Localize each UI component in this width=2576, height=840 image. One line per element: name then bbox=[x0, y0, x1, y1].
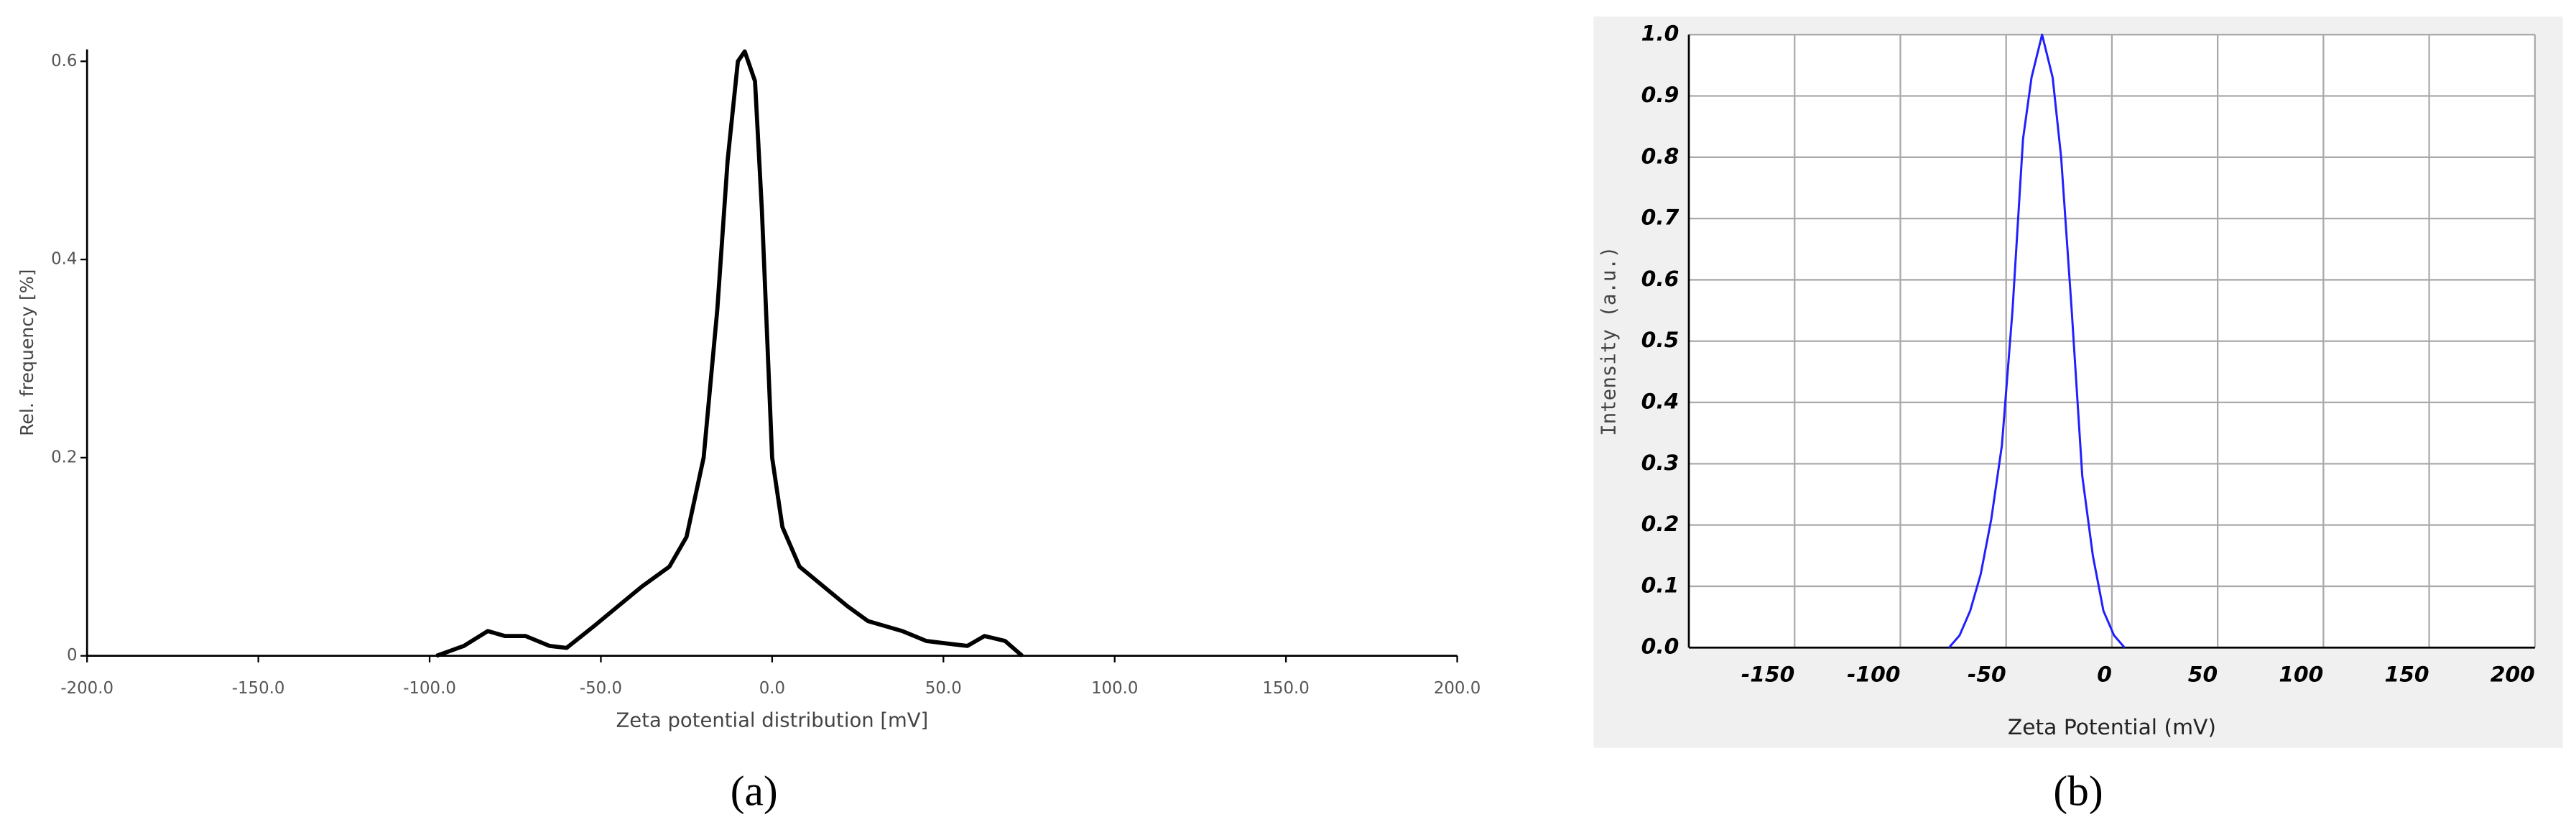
x-tick-label: 50 bbox=[2188, 663, 2218, 688]
x-axis-label: Zeta Potential (mV) bbox=[2008, 715, 2216, 740]
x-tick-label: 150.0 bbox=[1262, 679, 1309, 698]
x-tick-label: -100.0 bbox=[403, 679, 456, 698]
y-tick-label: 0.5 bbox=[1641, 328, 1680, 353]
x-tick-label: -150.0 bbox=[232, 679, 285, 698]
x-tick-label: 100.0 bbox=[1091, 679, 1138, 698]
x-tick-label: 200.0 bbox=[1434, 679, 1481, 698]
y-tick-label: 0.7 bbox=[1641, 206, 1680, 231]
x-tick-label: 100 bbox=[2279, 663, 2323, 688]
x-axis-label: Zeta potential distribution [mV] bbox=[616, 710, 929, 732]
x-tick-label: 200 bbox=[2491, 663, 2535, 688]
y-tick-label: 0.3 bbox=[1641, 451, 1680, 476]
y-tick-label: 0.2 bbox=[51, 448, 77, 466]
y-tick-label: 0.2 bbox=[1641, 512, 1680, 537]
y-tick-label: 1.0 bbox=[1641, 22, 1680, 47]
y-tick-label: 0.0 bbox=[1641, 634, 1680, 660]
panel-label: (a) bbox=[731, 767, 778, 815]
x-tick-label: 150 bbox=[2385, 663, 2429, 688]
y-tick-label: 0.4 bbox=[1641, 389, 1680, 415]
y-tick-label: 0.6 bbox=[1641, 267, 1680, 292]
x-tick-label: 50.0 bbox=[925, 679, 962, 698]
data-line bbox=[1948, 33, 2126, 649]
x-tick-label: -200.0 bbox=[60, 679, 113, 698]
x-tick-label: 0.0 bbox=[759, 679, 785, 698]
y-tick-label: 0.6 bbox=[51, 52, 77, 70]
x-tick-label: -100 bbox=[1847, 663, 1900, 688]
x-tick-label: -50.0 bbox=[580, 679, 622, 698]
y-axis-label: Rel. frequency [%] bbox=[17, 269, 37, 436]
data-line bbox=[435, 49, 1024, 658]
y-tick-label: 0 bbox=[67, 646, 78, 665]
y-tick-label: 0.8 bbox=[1641, 144, 1680, 169]
y-tick-label: 0.4 bbox=[51, 250, 77, 269]
y-tick-label: 0.1 bbox=[1641, 573, 1680, 598]
y-tick-label: 0.9 bbox=[1641, 83, 1680, 108]
x-tick-label: -50 bbox=[1968, 663, 2006, 688]
x-tick-label: -150 bbox=[1741, 663, 1794, 688]
x-tick-label: 0 bbox=[2097, 663, 2112, 688]
y-axis-label: Intensity (a.u.) bbox=[1598, 246, 1621, 436]
panel-label: (b) bbox=[2053, 767, 2103, 815]
